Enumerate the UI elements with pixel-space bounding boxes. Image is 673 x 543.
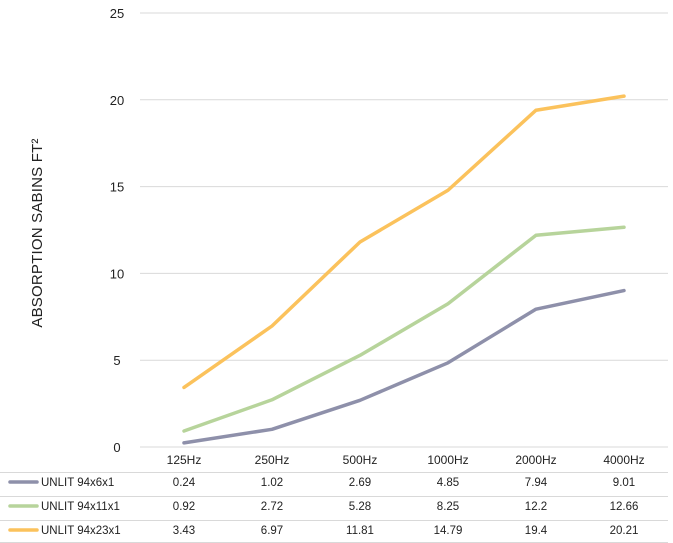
data-label: 7.94 (525, 477, 548, 489)
x-tick-label: 250Hz (255, 453, 290, 467)
y-tick-label: 5 (113, 353, 120, 368)
y-tick-label: 0 (113, 440, 120, 455)
legend-series-name: UNLIT 94x6x1 (41, 477, 114, 489)
series-line-2 (182, 225, 626, 433)
x-tick-label: 500Hz (343, 453, 378, 467)
y-tick-label: 15 (110, 180, 124, 195)
data-label: 9.01 (613, 477, 635, 489)
data-label: 2.69 (349, 477, 371, 489)
x-tick-label: 125Hz (167, 453, 202, 467)
data-label: 20.21 (610, 525, 639, 537)
y-tick-labels: 0 5 10 15 20 25 (110, 6, 124, 455)
data-label: 0.24 (173, 477, 196, 489)
data-label: 5.28 (349, 501, 371, 513)
data-label: 12.2 (525, 501, 547, 513)
legend-series-name: UNLIT 94x23x1 (41, 525, 121, 537)
data-label: 1.02 (261, 477, 283, 489)
y-axis-label: ABSORPTION SABINS FT² (29, 138, 46, 327)
data-table: UNLIT 94x6x1 0.24 1.02 2.69 4.85 7.94 9.01 UNLI… (0, 472, 668, 543)
data-label: 2.72 (261, 501, 283, 513)
data-label: 8.25 (437, 501, 459, 513)
series-lines (182, 94, 626, 445)
y-tick-label: 10 (110, 266, 124, 281)
data-label: 11.81 (346, 525, 374, 537)
data-label: 3.43 (173, 525, 195, 537)
x-category-labels: 125Hz 250Hz 500Hz 1000Hz 2000Hz 4000Hz (167, 453, 645, 467)
series-line-3 (182, 94, 626, 390)
legend-series-name: UNLIT 94x11x1 (41, 501, 120, 513)
data-label: 12.66 (610, 501, 639, 513)
data-label: 19.4 (525, 525, 548, 537)
y-tick-label: 20 (110, 93, 124, 108)
y-tick-label: 25 (110, 6, 124, 21)
data-label: 6.97 (261, 525, 283, 537)
x-tick-label: 1000Hz (427, 453, 468, 467)
data-label: 14.79 (434, 525, 463, 537)
x-tick-label: 4000Hz (603, 453, 644, 467)
data-label: 0.92 (173, 501, 195, 513)
x-tick-label: 2000Hz (515, 453, 556, 467)
gridlines (140, 12, 668, 448)
data-label: 4.85 (437, 477, 459, 489)
series-line-1 (182, 288, 626, 445)
